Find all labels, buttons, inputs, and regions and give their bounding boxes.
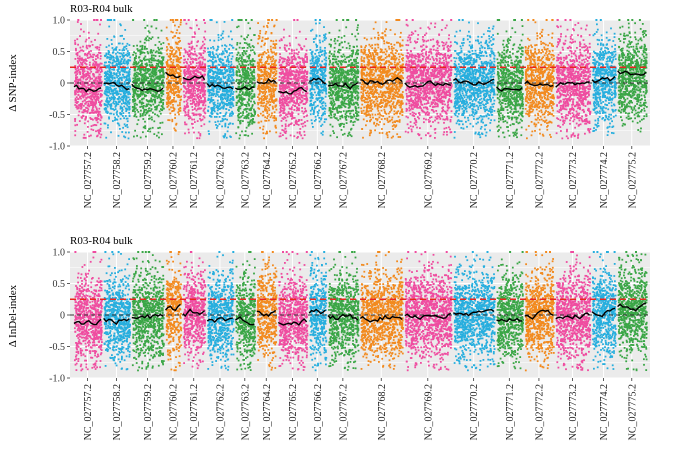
x-tick-label: NC_027760.2 bbox=[168, 384, 179, 440]
y-tick-label: 1.0 bbox=[53, 248, 66, 259]
x-tick-label: NC_027758.2 bbox=[112, 152, 123, 208]
x-tick-label: NC_027763.2 bbox=[240, 384, 251, 440]
snp-y-axis-label: Δ SNP-index bbox=[7, 54, 19, 112]
y-tick-label: -0.5 bbox=[49, 110, 65, 121]
x-tick-label: NC_027759.2 bbox=[143, 152, 154, 208]
y-tick-label: 0.5 bbox=[53, 47, 66, 58]
y-tick-label: 0 bbox=[60, 311, 65, 322]
x-tick-label: NC_027773.2 bbox=[568, 152, 579, 208]
y-tick-label: -1.0 bbox=[49, 142, 65, 153]
x-tick-label: NC_027765.2 bbox=[288, 152, 299, 208]
x-tick-label: NC_027774.2 bbox=[599, 384, 610, 440]
indel-panel-title: R03-R04 bulk bbox=[70, 235, 133, 247]
x-tick-label: NC_027762.2 bbox=[215, 152, 226, 208]
x-tick-label: NC_027774.2 bbox=[599, 152, 610, 208]
x-tick-label: NC_027775.2 bbox=[627, 152, 638, 208]
y-tick-label: -1.0 bbox=[49, 374, 65, 385]
indel-index-panel: R03-R04 bulk Δ InDel-index -1.0 -0.5 0 0.5 1… bbox=[7, 235, 650, 440]
x-tick-label: NC_027772.2 bbox=[534, 384, 545, 440]
x-tick-label: NC_027766.2 bbox=[313, 384, 324, 440]
x-tick-label: NC_027766.2 bbox=[313, 152, 324, 208]
x-tick-label: NC_027771.2 bbox=[505, 384, 516, 440]
x-tick-label: NC_027761.2 bbox=[189, 152, 200, 208]
x-tick-label: NC_027758.2 bbox=[112, 384, 123, 440]
x-tick-label: NC_027767.2 bbox=[338, 384, 349, 440]
x-tick-label: NC_027769.2 bbox=[423, 384, 434, 440]
snp-index-panel: R03-R04 bulk Δ SNP-index -1.0 -0.5 0 0.5 1.0… bbox=[7, 3, 650, 208]
x-tick-label: NC_027764.2 bbox=[262, 384, 273, 440]
x-tick-label: NC_027770.2 bbox=[469, 152, 480, 208]
x-tick-label: NC_027760.2 bbox=[168, 152, 179, 208]
x-tick-label: NC_027757.2 bbox=[83, 152, 94, 208]
x-tick-label: NC_027764.2 bbox=[262, 152, 273, 208]
indel-y-axis-label: Δ InDel-index bbox=[7, 284, 19, 347]
x-tick-label: NC_027768.2 bbox=[377, 384, 388, 440]
x-tick-label: NC_027770.2 bbox=[469, 384, 480, 440]
x-tick-label: NC_027775.2 bbox=[627, 384, 638, 440]
x-tick-label: NC_027763.2 bbox=[240, 152, 251, 208]
y-tick-label: 0.5 bbox=[53, 279, 66, 290]
x-tick-label: NC_027761.2 bbox=[189, 384, 200, 440]
y-tick-label: 1.0 bbox=[53, 16, 66, 27]
x-tick-label: NC_027767.2 bbox=[338, 152, 349, 208]
x-tick-label: NC_027757.2 bbox=[83, 384, 94, 440]
x-tick-label: NC_027762.2 bbox=[215, 384, 226, 440]
y-tick-label: -0.5 bbox=[49, 342, 65, 353]
x-tick-label: NC_027771.2 bbox=[505, 152, 516, 208]
x-tick-label: NC_027768.2 bbox=[377, 152, 388, 208]
x-tick-label: NC_027772.2 bbox=[534, 152, 545, 208]
y-tick-label: 0 bbox=[60, 79, 65, 90]
x-tick-label: NC_027773.2 bbox=[568, 384, 579, 440]
x-tick-label: NC_027769.2 bbox=[423, 152, 434, 208]
snp-panel-title: R03-R04 bulk bbox=[70, 3, 133, 15]
x-tick-label: NC_027759.2 bbox=[143, 384, 154, 440]
x-tick-label: NC_027765.2 bbox=[288, 384, 299, 440]
